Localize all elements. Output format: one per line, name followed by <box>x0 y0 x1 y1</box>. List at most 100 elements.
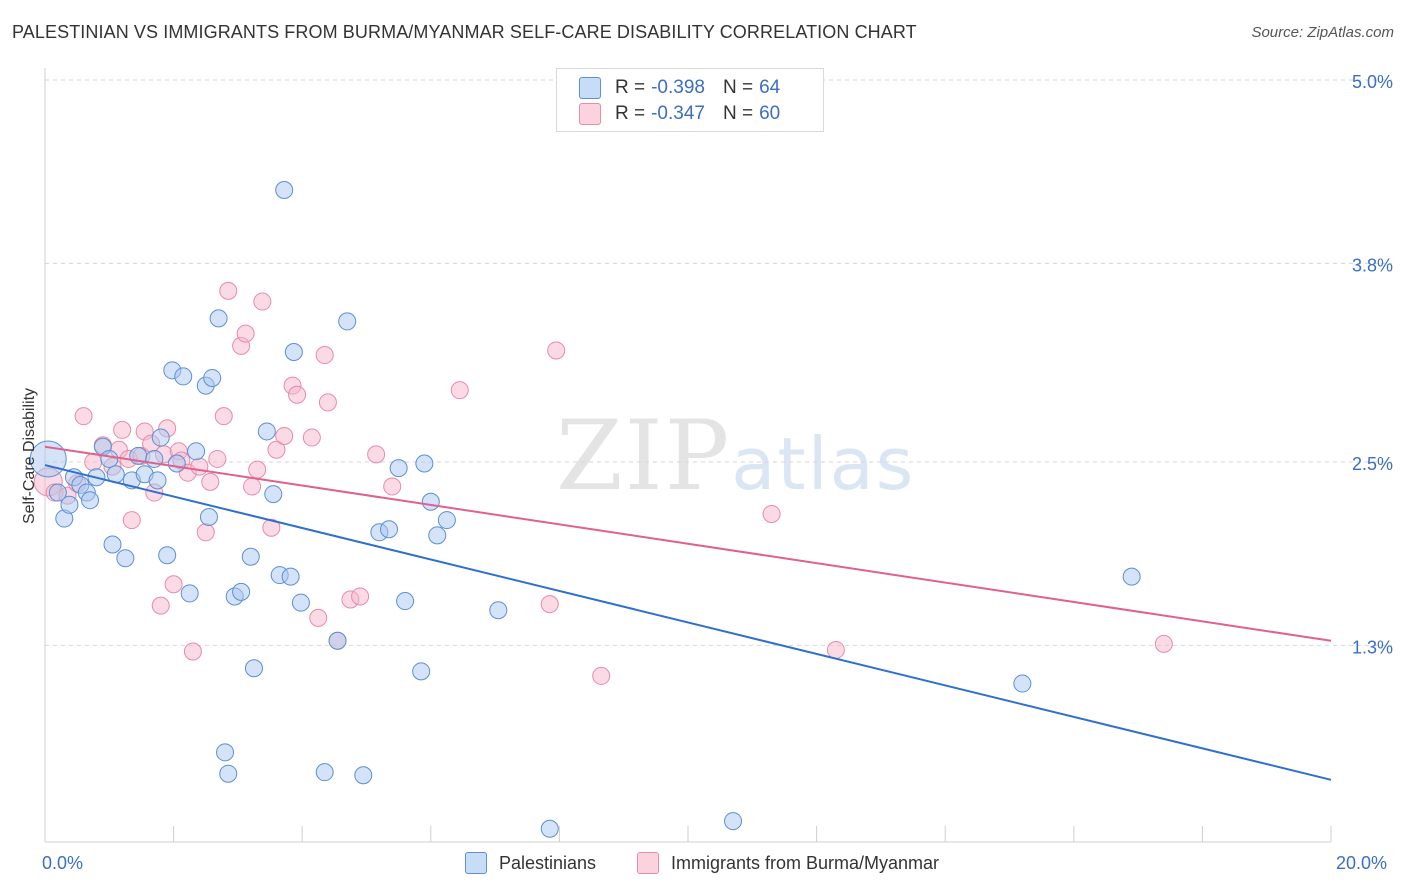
data-point-palestinians <box>232 582 251 601</box>
data-point-palestinians <box>389 459 408 478</box>
legend: R = -0.398 N = 64 R = -0.347 N = 60 <box>556 68 824 132</box>
data-point-burma <box>592 666 611 685</box>
bottom-legend-swatch-pink <box>637 852 659 874</box>
bottom-legend-palestinians: Palestinians <box>465 852 596 874</box>
data-point-burma <box>208 449 227 468</box>
data-point-burma <box>547 341 566 360</box>
data-point-burma <box>262 518 281 537</box>
data-point-burma <box>236 324 255 343</box>
data-point-palestinians <box>167 454 186 473</box>
data-point-palestinians <box>209 309 228 328</box>
data-point-palestinians <box>60 495 79 514</box>
data-point-burma <box>183 642 202 661</box>
data-point-burma <box>288 385 307 404</box>
data-point-palestinians <box>396 592 415 611</box>
data-point-palestinians <box>415 454 434 473</box>
data-point-burma <box>164 575 183 594</box>
data-point-burma <box>309 608 328 627</box>
data-point-burma <box>190 457 209 476</box>
data-point-burma <box>1154 634 1173 653</box>
data-point-palestinians <box>199 508 218 527</box>
legend-r-label: R = <box>615 77 646 98</box>
data-point-palestinians <box>264 485 283 504</box>
trendline-palestinians <box>44 464 1332 781</box>
trendline-burma <box>44 445 1332 642</box>
data-point-palestinians <box>354 766 373 785</box>
watermark-zip: ZIP <box>556 400 732 512</box>
data-point-burma <box>84 453 103 471</box>
data-point-burma <box>302 428 321 447</box>
legend-r-label: R = <box>615 103 646 124</box>
data-point-palestinians <box>428 526 447 545</box>
data-point-burma <box>122 511 141 530</box>
data-point-burma <box>219 281 238 300</box>
data-point-palestinians <box>1122 567 1141 586</box>
data-point-burma <box>318 393 337 412</box>
data-point-burma <box>540 595 559 614</box>
data-point-burma <box>201 472 220 491</box>
data-point-palestinians <box>244 659 263 678</box>
data-point-burma <box>243 477 262 496</box>
data-point-palestinians <box>284 342 303 361</box>
bottom-legend-swatch-blue <box>465 852 487 874</box>
data-point-palestinians <box>48 483 67 502</box>
chart-title: PALESTINIAN VS IMMIGRANTS FROM BURMA/MYA… <box>12 22 917 42</box>
data-point-palestinians <box>412 662 431 681</box>
y-tick-label: 5.0% <box>1352 72 1393 92</box>
data-point-palestinians <box>380 520 399 539</box>
data-point-burma <box>826 640 845 659</box>
data-point-palestinians <box>489 601 508 620</box>
legend-r-value: -0.398 <box>651 77 705 98</box>
legend-swatch-pink <box>579 103 601 125</box>
x-tick-max: 20.0% <box>1336 853 1388 873</box>
y-tick-label: 3.8% <box>1352 255 1393 275</box>
data-point-burma <box>113 420 132 439</box>
data-point-burma <box>275 427 294 446</box>
data-point-palestinians <box>116 549 135 568</box>
data-point-palestinians <box>257 422 276 441</box>
bottom-legend-label: Immigrants from Burma/Myanmar <box>671 852 940 873</box>
x-tick-min: 0.0% <box>42 853 84 873</box>
data-point-palestinians <box>291 593 310 612</box>
data-point-palestinians <box>203 368 222 387</box>
data-point-palestinians <box>275 181 294 200</box>
data-point-palestinians <box>281 567 300 586</box>
data-point-palestinians <box>148 471 167 490</box>
data-point-burma <box>196 523 215 542</box>
data-point-palestinians <box>1013 674 1032 693</box>
data-point-palestinians <box>216 743 235 762</box>
data-point-palestinians <box>315 763 334 782</box>
data-point-burma <box>383 477 402 496</box>
data-point-burma <box>214 407 233 426</box>
legend-n-value: 60 <box>759 103 781 124</box>
data-point-palestinians <box>81 491 100 510</box>
data-point-palestinians <box>187 442 206 461</box>
data-point-palestinians <box>151 428 170 447</box>
data-point-palestinians <box>437 511 456 530</box>
watermark: ZIPatlas <box>556 400 915 512</box>
data-point-burma <box>74 407 93 426</box>
data-point-palestinians <box>421 492 440 511</box>
data-point-burma <box>367 445 386 464</box>
data-point-burma <box>450 381 469 400</box>
source-label: Source: ZipAtlas.com <box>1251 24 1394 41</box>
bottom-legend-label: Palestinians <box>499 852 597 873</box>
data-point-palestinians <box>219 764 238 783</box>
data-point-palestinians <box>328 631 347 650</box>
data-point-palestinians <box>158 546 177 565</box>
data-point-burma <box>253 292 272 311</box>
data-point-burma <box>762 504 781 523</box>
legend-row-palestinians: R = -0.398 N = 64 <box>579 75 780 101</box>
legend-r-value: -0.347 <box>651 103 705 124</box>
bottom-legend: Palestinians Immigrants from Burma/Myanm… <box>0 852 1406 878</box>
data-point-palestinians <box>724 812 743 831</box>
data-point-palestinians <box>103 535 122 554</box>
data-point-palestinians <box>180 584 199 603</box>
legend-n-value: 64 <box>759 77 781 98</box>
data-point-burma <box>351 587 370 606</box>
y-tick-label: 2.5% <box>1352 454 1393 474</box>
y-axis-label: Self-Care Disability <box>21 387 38 525</box>
watermark-atlas: atlas <box>731 422 916 506</box>
legend-swatch-blue <box>579 77 601 99</box>
